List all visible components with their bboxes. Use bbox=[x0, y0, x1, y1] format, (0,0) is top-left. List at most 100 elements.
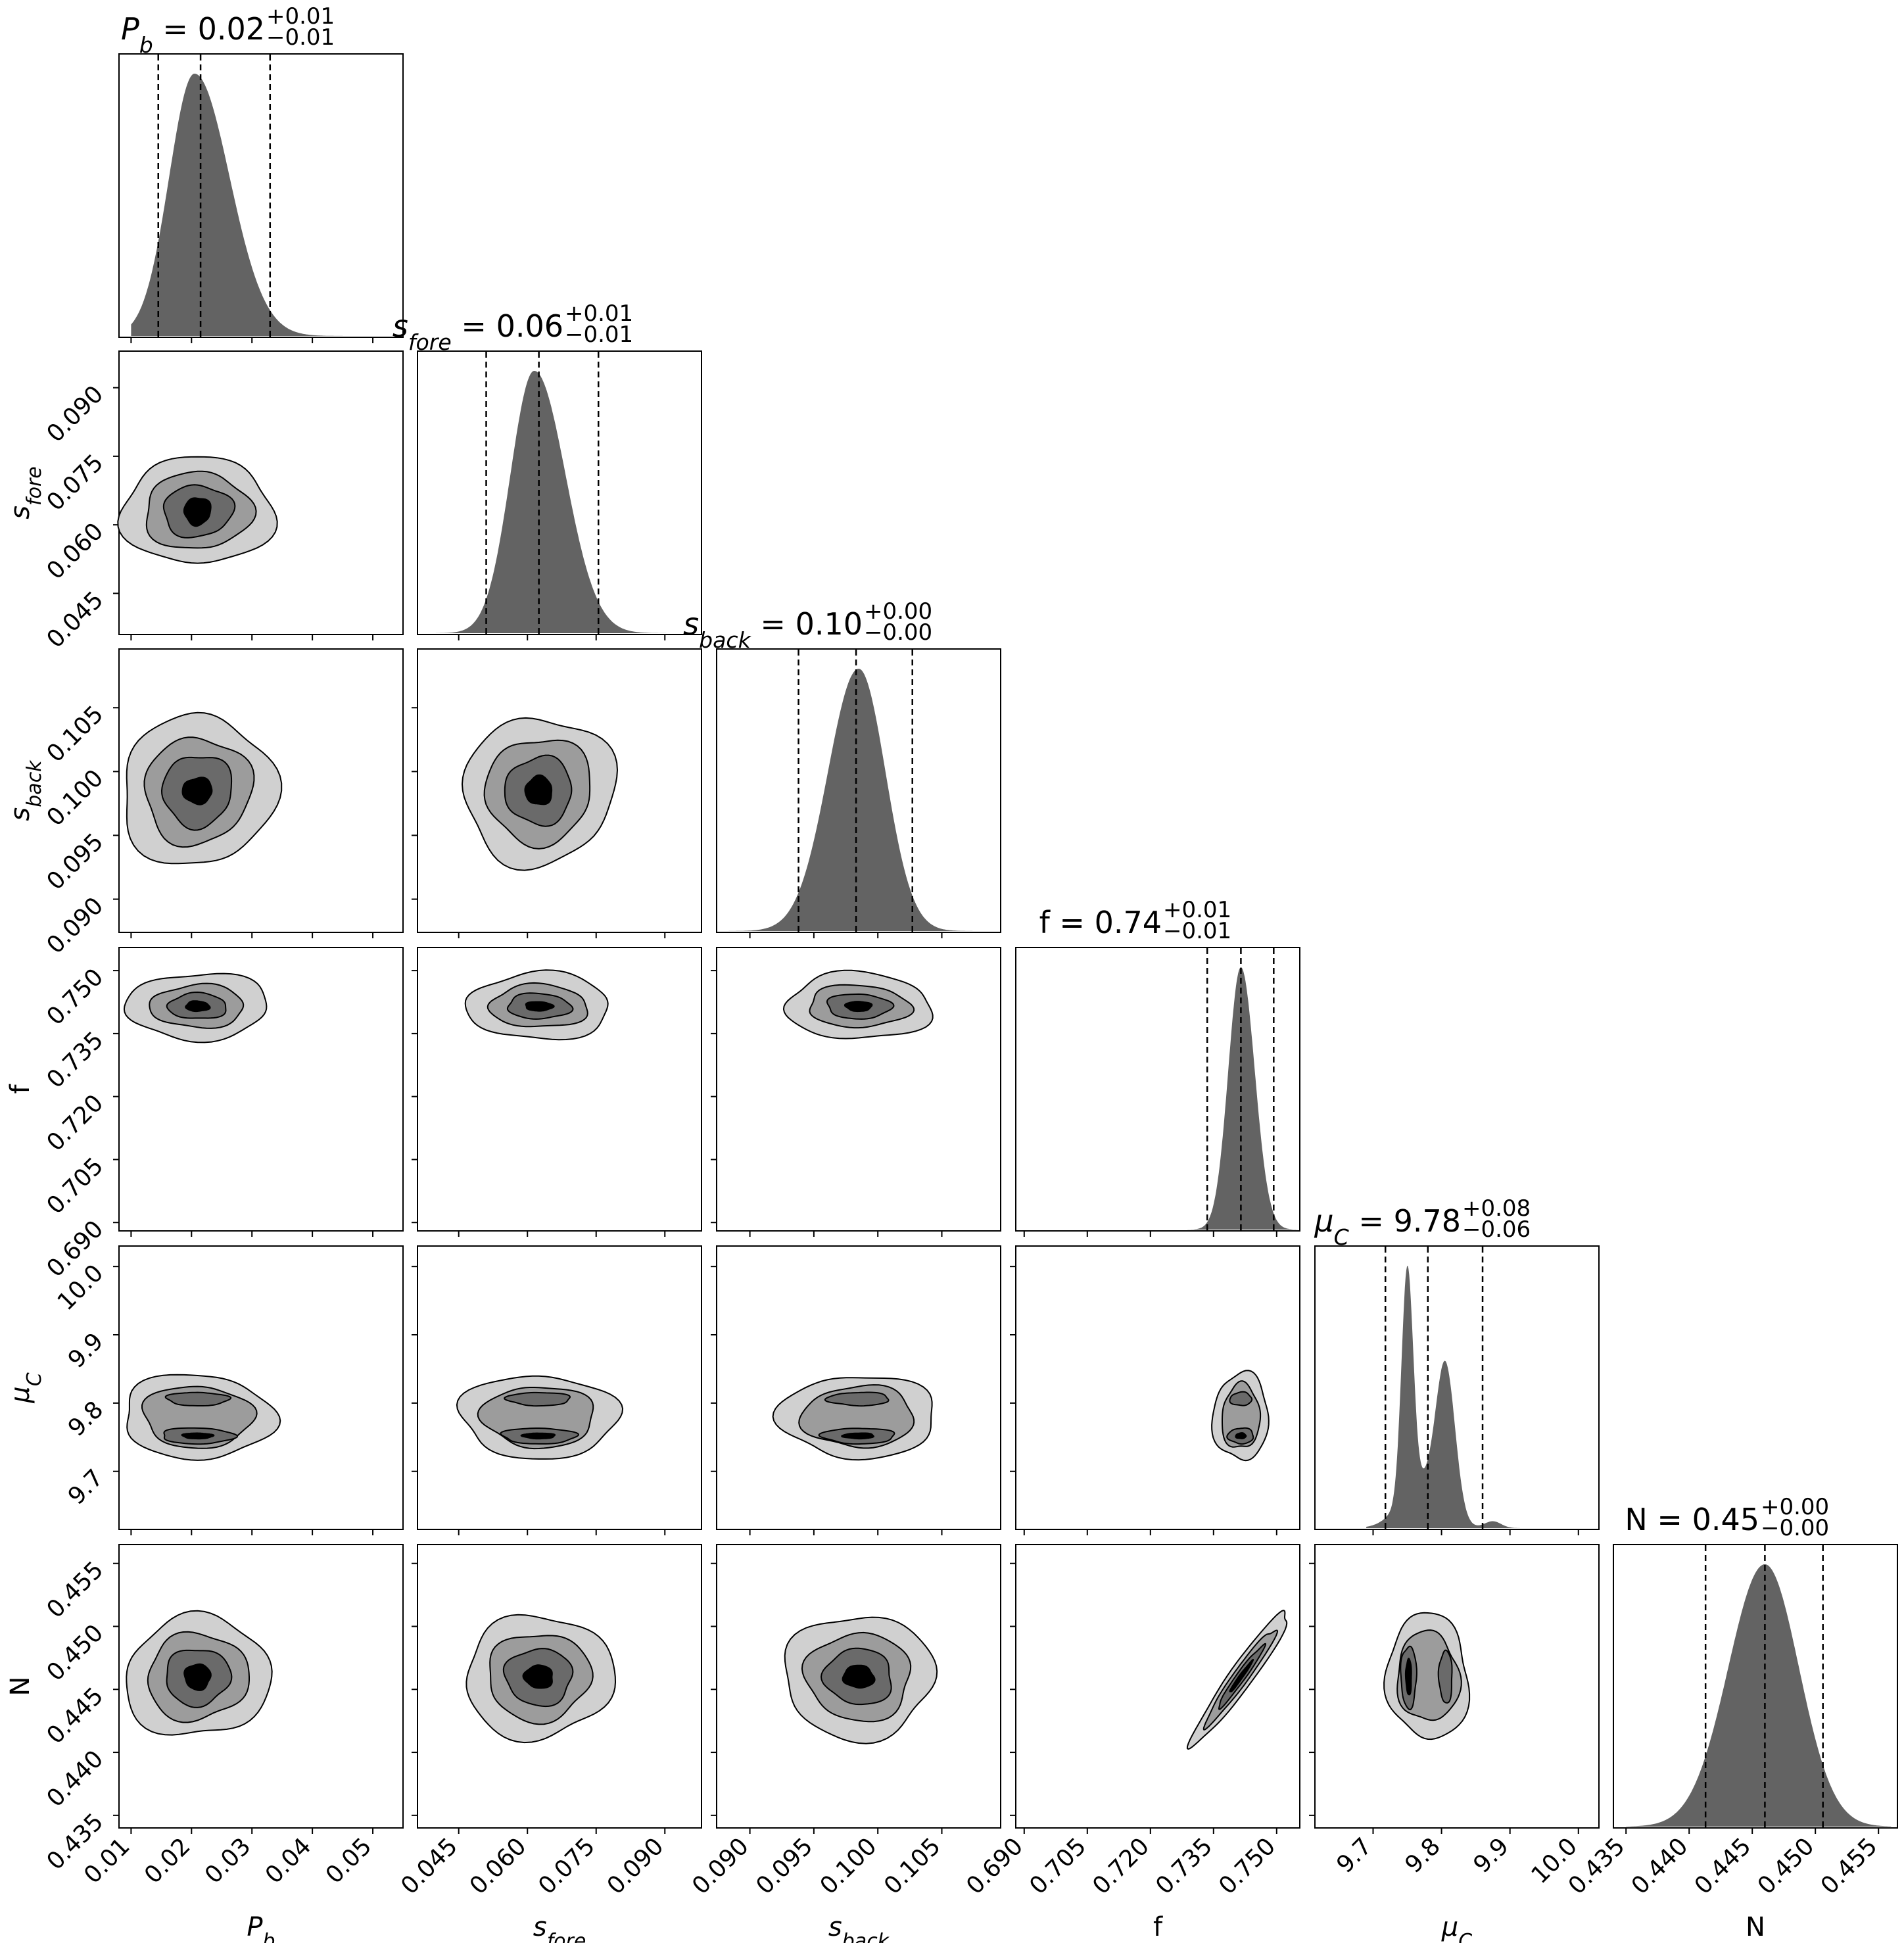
contour-level-4 bbox=[842, 1664, 876, 1689]
y-axis-label-sfore-subscript: fore bbox=[23, 466, 46, 506]
panel-N-muC bbox=[1309, 1544, 1600, 1834]
panel-title-muC: μC = 9.78 bbox=[1314, 1203, 1461, 1250]
contour-set-muC-Pb bbox=[126, 1374, 281, 1461]
x-tick-label-f-0-705: 0.705 bbox=[1024, 1833, 1091, 1900]
title-equals: = bbox=[1050, 905, 1095, 940]
title-lower-error-sfore: −0.01 bbox=[565, 322, 633, 348]
panel-frame bbox=[1015, 947, 1300, 1232]
x-axis-label-Pb-subscript: b bbox=[263, 1930, 275, 1943]
title-symbol: s bbox=[393, 308, 408, 344]
marginal-histogram-N bbox=[1626, 1564, 1892, 1827]
y-axis-label-group: N bbox=[5, 1677, 36, 1696]
y-axis-label-sback: sback bbox=[5, 759, 46, 821]
title-lower-error-Pb: −0.01 bbox=[266, 24, 335, 51]
panel-frame bbox=[716, 947, 1001, 1232]
x-tick-label-sback-0-100: 0.100 bbox=[815, 1833, 882, 1900]
y-axis-label-sfore-symbol: s bbox=[5, 506, 36, 519]
contour-level-3 bbox=[164, 1391, 232, 1406]
contour-level-4 bbox=[183, 1663, 212, 1691]
x-tick-label-muC-9-8: 9.8 bbox=[1400, 1833, 1445, 1878]
x-axis-label-sback: sback bbox=[828, 1912, 890, 1943]
y-axis-label-muC-symbol: μ bbox=[5, 1386, 36, 1403]
panel-f-sback bbox=[711, 947, 1001, 1237]
contour-set-sback-Pb bbox=[126, 711, 283, 865]
contour-level-4 bbox=[181, 777, 213, 805]
title-upper-error-N: +0.00 bbox=[1761, 1494, 1829, 1520]
panel-frame bbox=[1015, 1245, 1300, 1530]
contour-set-N-muC bbox=[1383, 1612, 1471, 1740]
x-tick-label-Pb-0-02: 0.02 bbox=[139, 1833, 196, 1889]
panel-N-N bbox=[1613, 1544, 1898, 1834]
title-symbol: P bbox=[121, 11, 139, 47]
y-axis-label-group: sback bbox=[5, 759, 46, 821]
panel-title-sback: sback = 0.10 bbox=[683, 606, 863, 653]
x-axis-label-sback-subscript: back bbox=[842, 1930, 890, 1943]
panel-N-sfore bbox=[412, 1544, 702, 1834]
y-axis-label-f: f bbox=[5, 1084, 36, 1094]
y-tick-label-sback-0-090: 0.090 bbox=[41, 892, 108, 959]
y-axis-label-f-symbol: f bbox=[5, 1084, 36, 1094]
panel-frame bbox=[1314, 1245, 1600, 1530]
y-tick-label-N-0-445: 0.445 bbox=[41, 1683, 108, 1750]
title-upper-error-Pb: +0.01 bbox=[266, 3, 335, 30]
panel-title-Pb: Pb = 0.02 bbox=[121, 11, 265, 58]
x-tick-label-muC-9-9: 9.9 bbox=[1469, 1833, 1514, 1878]
contour-level-4 bbox=[181, 1432, 215, 1440]
marginal-histogram-f bbox=[1150, 967, 1298, 1230]
x-tick-label-N-0-450: 0.450 bbox=[1753, 1833, 1820, 1900]
title-symbol: s bbox=[683, 606, 699, 642]
y-tick-label-sfore-0-075: 0.075 bbox=[41, 449, 108, 516]
panel-muC-Pb bbox=[113, 1245, 404, 1535]
x-tick-label-f-0-720: 0.720 bbox=[1087, 1833, 1154, 1900]
x-axis-label-sback-symbol: s bbox=[828, 1912, 842, 1942]
y-axis-label-muC-subscript: C bbox=[23, 1372, 46, 1386]
x-axis-label-f-symbol: f bbox=[1153, 1912, 1163, 1942]
panel-frame bbox=[716, 1245, 1001, 1530]
y-axis-label-sback-subscript: back bbox=[23, 759, 46, 807]
x-tick-label-f-0-750: 0.750 bbox=[1214, 1833, 1281, 1900]
panel-frame bbox=[716, 648, 1001, 933]
contour-level-3 bbox=[504, 1391, 571, 1407]
panel-sfore-sfore bbox=[417, 350, 702, 640]
y-tick-label-muC-9-9: 9.9 bbox=[63, 1328, 108, 1373]
x-axis-label-muC: μC bbox=[1441, 1912, 1472, 1943]
panel-muC-f bbox=[1010, 1245, 1300, 1535]
y-tick-label-N-0-450: 0.450 bbox=[41, 1619, 108, 1687]
title-subscript: fore bbox=[408, 329, 452, 355]
title-lower-error-muC: −0.06 bbox=[1462, 1216, 1531, 1243]
panel-frame bbox=[417, 947, 702, 1232]
contour-set-sback-sfore bbox=[461, 717, 619, 871]
contour-set-f-Pb bbox=[123, 972, 268, 1043]
x-axis-label-muC-subscript: C bbox=[1458, 1930, 1472, 1943]
title-value: 0.10 bbox=[796, 606, 863, 642]
contour-level-4 bbox=[1229, 1659, 1254, 1692]
y-tick-label-sfore-0-060: 0.060 bbox=[41, 518, 108, 585]
panel-f-Pb bbox=[113, 947, 404, 1237]
panel-frame bbox=[1015, 1544, 1300, 1829]
panel-sback-sback bbox=[716, 648, 1001, 938]
title-symbol: N bbox=[1625, 1502, 1647, 1537]
title-subscript: C bbox=[1334, 1224, 1349, 1250]
contour-set-muC-sback bbox=[772, 1377, 933, 1461]
contour-level-4 bbox=[185, 1000, 211, 1013]
y-tick-label-f-0-750: 0.750 bbox=[41, 963, 108, 1030]
contour-set-muC-f bbox=[1211, 1370, 1270, 1462]
panel-frame bbox=[118, 53, 404, 338]
y-tick-label-f-0-720: 0.720 bbox=[41, 1090, 108, 1157]
title-value: 0.06 bbox=[496, 308, 563, 344]
title-lower-error-f: −0.01 bbox=[1163, 918, 1231, 944]
panel-frame bbox=[118, 947, 404, 1232]
y-axis-label-N-symbol: N bbox=[5, 1677, 36, 1696]
y-tick-label-muC-9-8: 9.8 bbox=[63, 1396, 108, 1441]
y-tick-label-N-0-455: 0.455 bbox=[41, 1556, 108, 1623]
contour-level-4 bbox=[520, 1432, 556, 1440]
title-equals: = bbox=[153, 11, 198, 47]
x-tick-label-sback-0-095: 0.095 bbox=[751, 1833, 818, 1900]
x-tick-label-Pb-0-04: 0.04 bbox=[260, 1833, 317, 1889]
x-tick-label-N-0-440: 0.440 bbox=[1627, 1833, 1694, 1900]
x-tick-label-f-0-735: 0.735 bbox=[1151, 1833, 1218, 1900]
panel-title-sfore: sfore = 0.06 bbox=[393, 308, 563, 355]
panel-sfore-Pb bbox=[113, 350, 404, 640]
y-axis-label-sback-symbol: s bbox=[5, 807, 36, 821]
